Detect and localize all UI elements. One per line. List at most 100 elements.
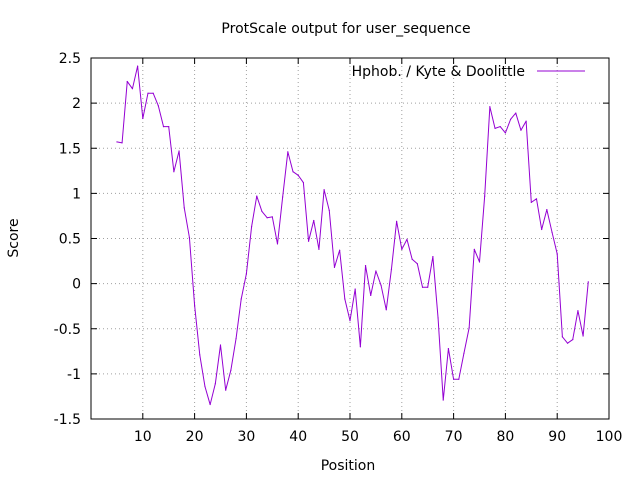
data-point — [385, 309, 387, 311]
chart-title: ProtScale output for user_sequence — [221, 21, 470, 37]
data-point — [178, 150, 180, 152]
data-point — [499, 125, 501, 128]
data-point — [323, 189, 325, 191]
data-point — [535, 198, 538, 200]
data-point — [504, 132, 506, 134]
data-point — [484, 195, 486, 197]
data-point — [339, 249, 341, 251]
data-point — [349, 320, 351, 322]
data-point — [401, 248, 403, 250]
data-point — [427, 286, 429, 288]
data-point — [261, 210, 263, 213]
x-tick-label: 80 — [496, 429, 514, 445]
data-point — [219, 344, 222, 346]
data-point — [162, 125, 165, 128]
data-point — [344, 298, 346, 300]
data-point — [354, 288, 356, 290]
data-point — [302, 181, 304, 184]
x-tick-label: 10 — [134, 429, 152, 445]
data-point — [282, 196, 284, 198]
data-point — [587, 281, 589, 283]
y-tick-label: -0.5 — [54, 322, 81, 338]
data-point — [131, 88, 134, 90]
y-tick-label: 2 — [72, 96, 81, 112]
data-point — [230, 369, 232, 371]
data-point — [297, 174, 299, 176]
data-point — [437, 317, 439, 319]
y-tick-label: 0 — [72, 277, 81, 293]
x-tick-label: 50 — [341, 429, 359, 445]
data-point — [359, 346, 361, 348]
data-point — [577, 310, 579, 312]
data-point — [406, 238, 408, 240]
data-point — [157, 105, 159, 107]
data-point — [546, 209, 548, 211]
data-point — [525, 120, 527, 122]
data-point — [250, 226, 253, 228]
x-tick-label: 30 — [237, 429, 255, 445]
data-point — [582, 335, 584, 337]
legend: Hphob. / Kyte & Doolittle — [352, 64, 585, 80]
data-point — [468, 327, 470, 329]
data-point — [318, 248, 320, 250]
data-point — [204, 385, 206, 388]
data-point — [287, 151, 289, 153]
data-point — [209, 403, 211, 406]
data-point — [121, 142, 123, 144]
data-point — [333, 266, 336, 268]
x-tick-label: 60 — [393, 429, 411, 445]
data-point — [489, 106, 491, 108]
data-point — [416, 263, 418, 265]
data-point — [432, 255, 434, 258]
data-point — [313, 219, 315, 222]
data-point — [396, 220, 398, 222]
data-point — [199, 354, 201, 356]
data-point — [194, 304, 196, 306]
y-tick-label: 1.5 — [59, 141, 81, 157]
data-point — [116, 141, 118, 143]
y-tick-label: 2.5 — [59, 51, 81, 67]
data-point — [276, 243, 279, 245]
x-tick-label: 70 — [445, 429, 463, 445]
data-point — [509, 118, 512, 120]
data-point — [447, 348, 450, 350]
data-point — [572, 338, 574, 341]
data-point — [225, 389, 227, 391]
data-point — [494, 127, 496, 129]
x-tick-label: 40 — [289, 429, 307, 445]
series-line — [116, 65, 589, 406]
data-point — [473, 248, 475, 250]
data-point — [530, 201, 532, 203]
data-point — [411, 258, 413, 260]
data-point — [453, 378, 455, 380]
y-tick-label: -1.5 — [54, 412, 81, 428]
data-point — [240, 298, 242, 300]
data-point — [556, 253, 558, 255]
data-point — [458, 378, 460, 380]
data-point — [214, 383, 216, 385]
data-point — [515, 112, 517, 114]
y-tick-label: -1 — [67, 367, 81, 383]
data-point — [478, 261, 481, 263]
x-tick-label: 100 — [596, 429, 623, 445]
data-point — [364, 264, 367, 267]
series-layer — [116, 65, 589, 406]
data-point — [307, 240, 310, 242]
data-point — [292, 171, 294, 173]
data-point — [271, 216, 273, 218]
data-point — [168, 125, 170, 128]
data-point — [442, 399, 444, 401]
data-point — [390, 268, 393, 270]
data-point — [375, 270, 377, 272]
data-point — [561, 336, 563, 338]
data-point — [256, 195, 258, 197]
grid-layer — [91, 58, 610, 419]
data-point — [328, 209, 330, 212]
data-point — [541, 228, 543, 231]
data-point — [245, 273, 247, 275]
data-point — [188, 237, 191, 239]
x-tick-label: 20 — [186, 429, 204, 445]
data-point — [520, 129, 522, 131]
